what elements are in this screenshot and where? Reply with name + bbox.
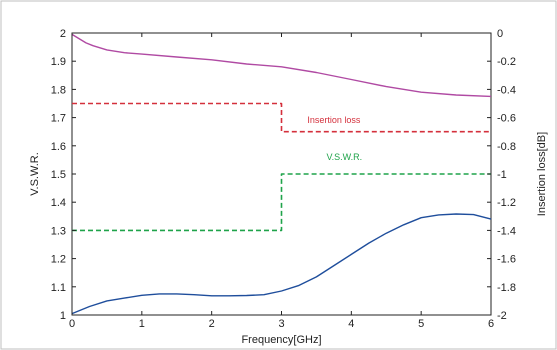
- series-line-v-s-w-r-dashed: [72, 173, 491, 232]
- y-right-tick-label: -0.6: [497, 113, 516, 125]
- ticks-layer: 0 1 2 3 4 5 611.11.21.31.41.51.61.71.81.92 0-0.…: [51, 28, 516, 330]
- y-left-tick-label: 1.5: [51, 169, 66, 181]
- y-right-tick-label: -0.8: [497, 141, 516, 153]
- y-right-tick-label: -1.8: [497, 282, 516, 294]
- x-tick-label: 0: [69, 318, 75, 330]
- x-tick-label: 4: [348, 318, 354, 330]
- annotation-layer: Insertion loss V.S.W.R.: [307, 115, 362, 162]
- series-layer: [71, 33, 492, 315]
- y-right-tick-label: -1: [497, 169, 507, 181]
- y-right-tick-label: -1.2: [497, 197, 516, 209]
- y-left-tick-label: 2: [60, 28, 66, 40]
- y-right-tick-label: -1.4: [497, 225, 516, 237]
- y-left-tick-label: 1.1: [51, 282, 66, 294]
- series-line-insertion-loss-dashed: [72, 102, 491, 133]
- y-axis-left-label: V.S.W.R.: [29, 152, 41, 196]
- x-axis-label: Frequency[GHz]: [241, 334, 321, 346]
- y-left-tick-label: 1.9: [51, 56, 66, 68]
- x-tick-label: 5: [418, 318, 424, 330]
- y-right-tick-label: -2: [497, 310, 507, 322]
- y-axis-right-label: Insertion loss[dB]: [536, 132, 548, 216]
- y-left-tick-label: 1.8: [51, 84, 66, 96]
- y-left-tick-label: 1: [60, 310, 66, 322]
- y-left-tick-label: 1.7: [51, 113, 66, 125]
- annotation-label: V.S.W.R.: [327, 152, 363, 162]
- x-tick-label: 6: [488, 318, 494, 330]
- x-tick-label: 3: [278, 318, 284, 330]
- series-line-v-s-w-r-solid: [71, 213, 492, 315]
- series-line-insertion-loss-solid: [71, 33, 492, 98]
- x-tick-label: 2: [209, 318, 215, 330]
- y-right-tick-label: -0.4: [497, 84, 516, 96]
- y-left-tick-label: 1.4: [51, 197, 66, 209]
- y-left-tick-label: 1.6: [51, 141, 66, 153]
- y-left-tick-label: 1.2: [51, 254, 66, 266]
- y-right-tick-label: -1.6: [497, 254, 516, 266]
- annotation-label: Insertion loss: [307, 115, 361, 125]
- x-tick-label: 1: [139, 318, 145, 330]
- y-left-tick-label: 1.3: [51, 225, 66, 237]
- y-right-tick-label: 0: [497, 28, 503, 40]
- y-right-tick-label: -0.2: [497, 56, 516, 68]
